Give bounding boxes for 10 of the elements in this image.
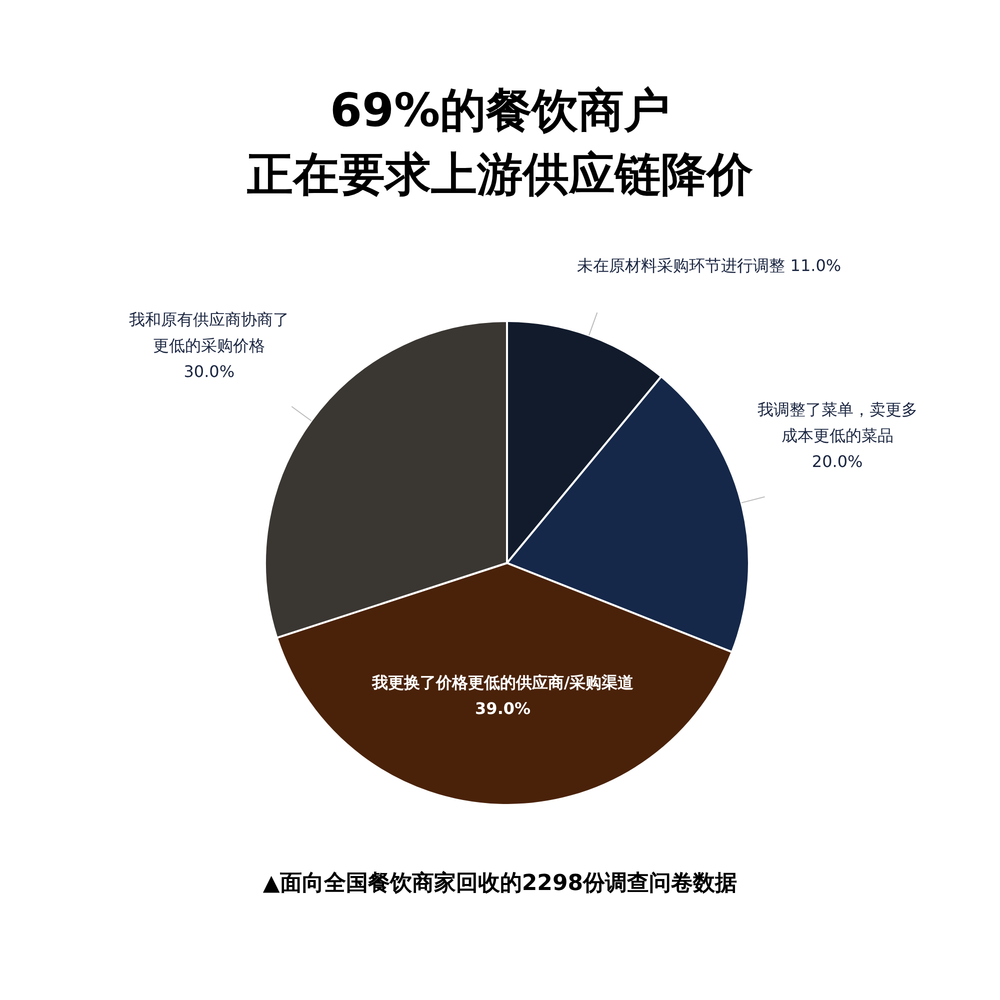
slice-label: 我调整了菜单，卖更多成本更低的菜品: [757, 400, 918, 445]
data-label: 30.0%: [184, 362, 235, 381]
data-label: 20.0%: [812, 452, 863, 471]
slice-label: 未在原材料采购环节进行调整 11.0%: [577, 254, 842, 277]
text: ▲面向全国餐饮商家回收的2298份调查问卷数据: [262, 870, 738, 898]
data-label: 39.0%: [475, 699, 531, 718]
chart-title: 69%的餐饮商户: [328, 82, 672, 139]
chart-subtitle: 正在要求上游供应链降价: [246, 146, 754, 203]
slice-label: 我和原有供应商协商了更低的采购价格: [129, 310, 290, 355]
slice-label: 我更换了价格更低的供应商/采购渠道: [372, 673, 634, 692]
